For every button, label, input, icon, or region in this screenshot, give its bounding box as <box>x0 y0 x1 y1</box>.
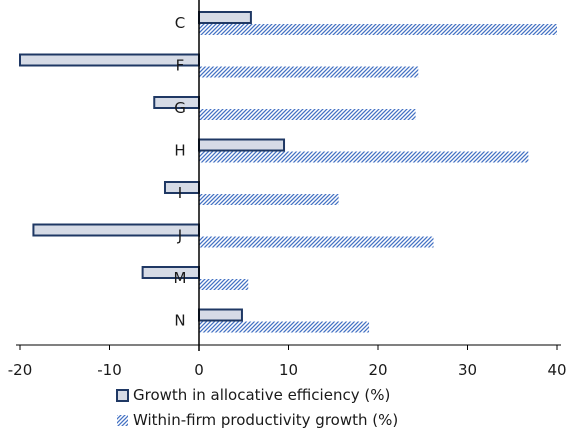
bar-within-J <box>199 236 434 248</box>
legend-swatch-allocative <box>116 389 129 402</box>
category-label-I: I <box>178 184 182 202</box>
x-tick-label-40: 40 <box>547 361 566 379</box>
category-label-J: J <box>177 227 182 245</box>
bar-within-H <box>199 151 529 163</box>
bar-allocative-N <box>198 308 243 322</box>
x-tick-label-20: 20 <box>368 361 387 379</box>
bar-allocative-C <box>198 11 252 24</box>
x-tick-label-30: 30 <box>458 361 477 379</box>
bar-allocative-F <box>19 53 200 67</box>
bars-group <box>19 11 557 333</box>
category-label-C: C <box>175 14 185 32</box>
bar-within-G <box>199 109 416 120</box>
bar-allocative-J <box>32 223 200 237</box>
category-label-N: N <box>174 312 185 330</box>
category-label-F: F <box>176 57 185 75</box>
axes-group <box>16 0 561 351</box>
x-tick-label-0: 0 <box>194 361 204 379</box>
category-labels: C F G H I J M N <box>174 14 187 330</box>
legend: Growth in allocative efficiency (%) With… <box>116 386 398 429</box>
legend-label-within: Within-firm productivity growth (%) <box>133 411 398 429</box>
legend-label-allocative: Growth in allocative efficiency (%) <box>133 386 390 404</box>
x-tick-label-10: 10 <box>279 361 298 379</box>
bar-within-F <box>199 66 419 78</box>
x-tick-label--20: -20 <box>8 361 33 379</box>
legend-swatch-within <box>117 415 128 426</box>
bar-within-C <box>199 24 557 35</box>
bar-allocative-H <box>198 138 286 152</box>
bar-within-N <box>199 321 370 333</box>
category-label-G: G <box>174 99 186 117</box>
category-label-H: H <box>174 142 185 160</box>
x-tick-label--10: -10 <box>97 361 122 379</box>
bar-within-M <box>199 279 249 290</box>
bar-within-I <box>199 194 339 205</box>
bar-allocative-M <box>141 266 201 279</box>
category-label-M: M <box>174 269 187 287</box>
x-tick-labels: -20 -10 0 10 20 30 40 <box>8 361 567 379</box>
